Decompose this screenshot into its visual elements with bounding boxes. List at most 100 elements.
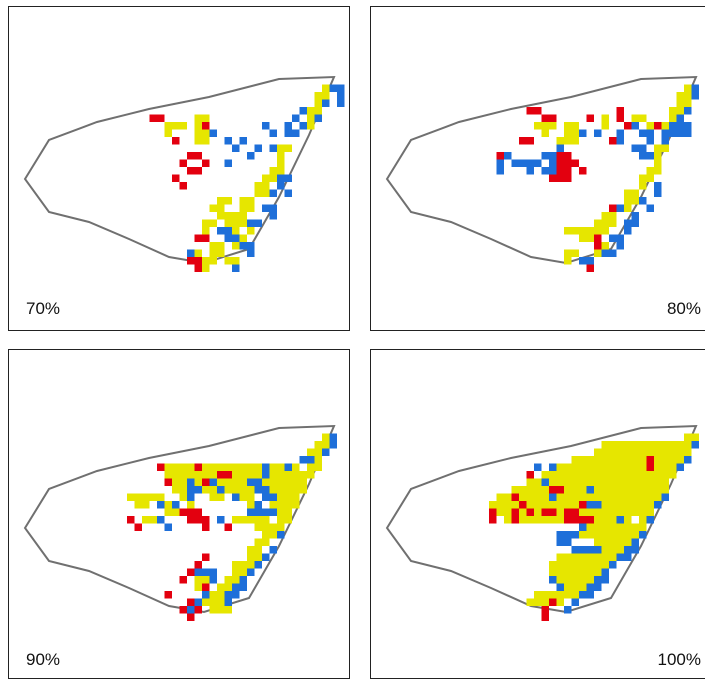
yellow-cell xyxy=(262,478,270,486)
blue-cell xyxy=(639,152,647,160)
yellow-cell xyxy=(262,516,270,524)
yellow-cell xyxy=(601,546,609,554)
yellow-cell xyxy=(269,486,277,494)
red-cell xyxy=(541,606,549,614)
yellow-cell xyxy=(202,227,210,235)
yellow-cell xyxy=(564,591,572,599)
yellow-cell xyxy=(217,598,225,606)
yellow-cell xyxy=(239,561,247,569)
yellow-cell xyxy=(556,561,564,569)
red-cell xyxy=(594,234,602,242)
blue-cell xyxy=(526,159,534,167)
yellow-cell xyxy=(609,508,617,516)
red-cell xyxy=(549,598,557,606)
red-cell xyxy=(541,508,549,516)
yellow-cell xyxy=(239,486,247,494)
yellow-cell xyxy=(601,463,609,471)
red-cell xyxy=(179,159,187,167)
blue-cell xyxy=(496,159,504,167)
yellow-cell xyxy=(284,516,292,524)
yellow-cell xyxy=(217,583,225,591)
blue-cell xyxy=(496,167,504,175)
yellow-cell xyxy=(209,591,217,599)
yellow-cell xyxy=(194,122,202,130)
yellow-cell xyxy=(571,227,579,235)
yellow-cell xyxy=(639,174,647,182)
blue-cell xyxy=(307,456,315,464)
yellow-cell xyxy=(601,227,609,235)
yellow-cell xyxy=(586,553,594,561)
panel-label-100: 100% xyxy=(657,650,701,669)
yellow-cell xyxy=(639,471,647,479)
blue-cell xyxy=(609,561,617,569)
blue-cell xyxy=(217,227,225,235)
yellow-cell xyxy=(691,433,699,441)
yellow-cell xyxy=(669,107,677,115)
yellow-cell xyxy=(579,568,587,576)
blue-cell xyxy=(239,583,247,591)
yellow-cell xyxy=(299,486,307,494)
red-cell xyxy=(224,523,232,531)
blue-cell xyxy=(616,129,624,137)
blue-cell xyxy=(534,159,542,167)
yellow-cell xyxy=(609,553,617,561)
yellow-cell xyxy=(571,456,579,464)
blue-cell xyxy=(322,99,330,107)
yellow-cell xyxy=(269,523,277,531)
blue-cell xyxy=(209,576,217,584)
yellow-cell xyxy=(534,501,542,509)
yellow-cell xyxy=(232,257,240,265)
red-cell xyxy=(564,174,572,182)
blue-cell xyxy=(661,137,669,145)
yellow-cell xyxy=(556,516,564,524)
yellow-cell xyxy=(564,129,572,137)
yellow-cell xyxy=(519,493,527,501)
study-area-outline xyxy=(23,424,336,614)
yellow-cell xyxy=(661,471,669,479)
yellow-cell xyxy=(654,456,662,464)
blue-cell xyxy=(254,501,262,509)
red-cell xyxy=(134,523,142,531)
yellow-cell xyxy=(661,456,669,464)
yellow-cell xyxy=(292,501,300,509)
yellow-cell xyxy=(571,471,579,479)
blue-cell xyxy=(299,122,307,130)
yellow-cell xyxy=(579,493,587,501)
yellow-cell xyxy=(314,92,322,100)
yellow-cell xyxy=(172,508,180,516)
blue-cell xyxy=(549,159,557,167)
yellow-cell xyxy=(194,583,202,591)
blue-cell xyxy=(254,144,262,152)
yellow-cell xyxy=(254,189,262,197)
red-cell xyxy=(564,167,572,175)
yellow-cell xyxy=(526,478,534,486)
yellow-cell xyxy=(511,501,519,509)
blue-cell xyxy=(239,242,247,250)
yellow-cell xyxy=(654,441,662,449)
panel-label-70: 70% xyxy=(26,299,61,318)
yellow-cell xyxy=(594,249,602,257)
blue-cell xyxy=(616,204,624,212)
yellow-cell xyxy=(247,227,255,235)
yellow-cell xyxy=(247,553,255,561)
yellow-cell xyxy=(194,249,202,257)
yellow-cell xyxy=(549,568,557,576)
blue-cell xyxy=(314,114,322,122)
blue-cell xyxy=(616,234,624,242)
yellow-cell xyxy=(194,137,202,145)
yellow-cell xyxy=(526,493,534,501)
yellow-cell xyxy=(489,501,497,509)
blue-cell xyxy=(594,501,602,509)
yellow-cell xyxy=(616,508,624,516)
yellow-cell xyxy=(579,471,587,479)
blue-cell xyxy=(594,546,602,554)
yellow-cell xyxy=(676,92,684,100)
yellow-cell xyxy=(504,493,512,501)
yellow-cell xyxy=(564,553,572,561)
blue-cell xyxy=(624,553,632,561)
yellow-cell xyxy=(254,463,262,471)
yellow-cell xyxy=(202,264,210,272)
blue-cell xyxy=(684,107,692,115)
yellow-cell xyxy=(269,478,277,486)
yellow-cell xyxy=(556,553,564,561)
